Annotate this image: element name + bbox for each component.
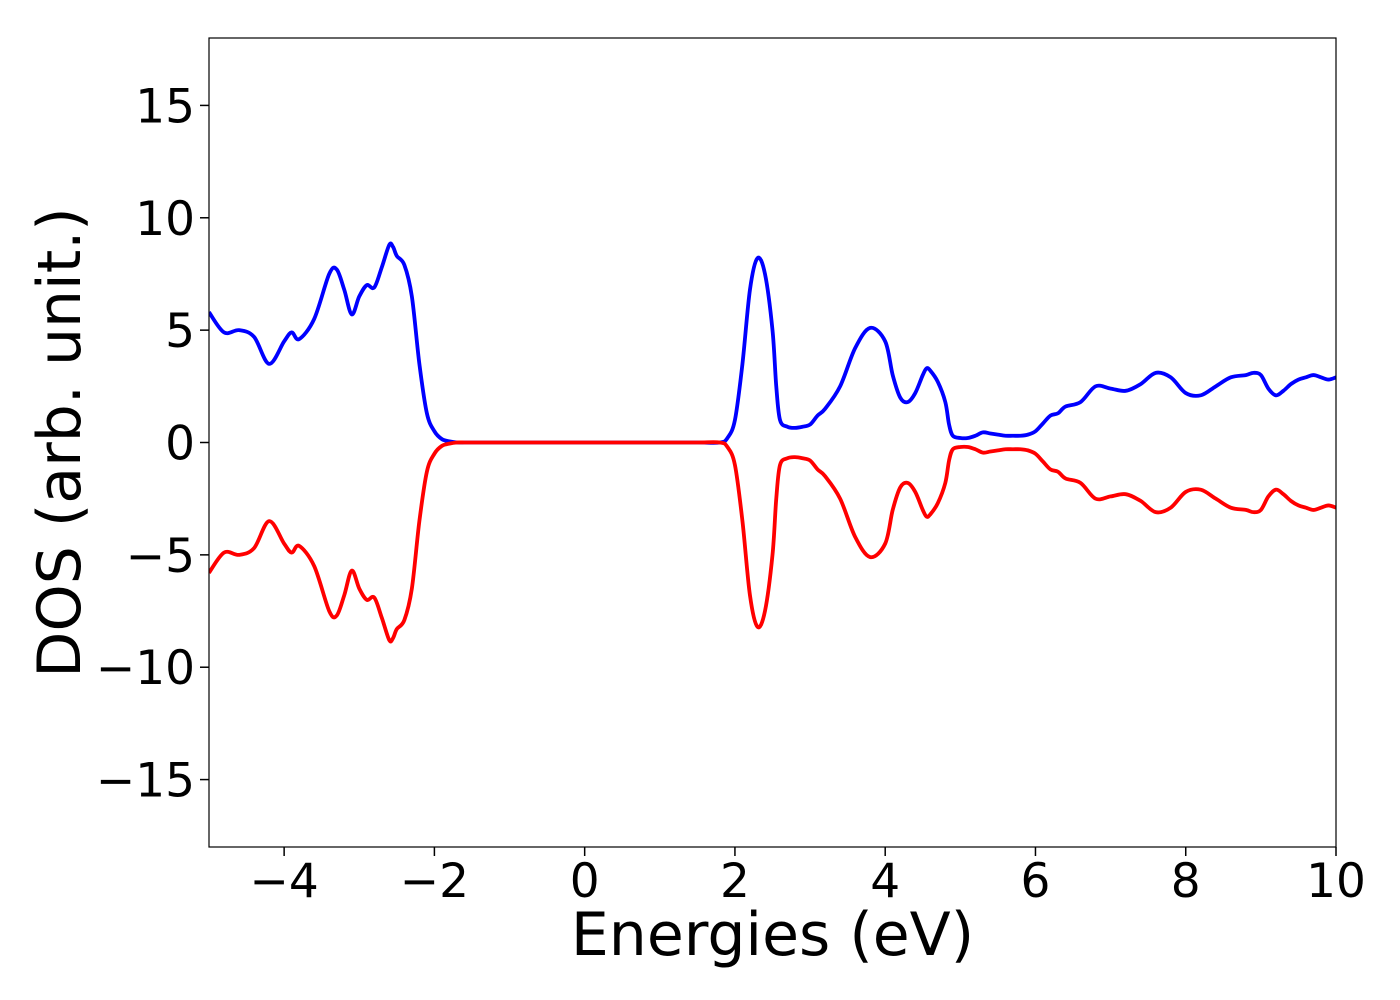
x-tick-label: 8 — [1171, 854, 1201, 909]
x-tick-label: 10 — [1306, 854, 1366, 909]
y-tick-label: −5 — [126, 529, 195, 584]
x-tick-label: 6 — [1021, 854, 1051, 909]
x-tick-label: 2 — [720, 854, 750, 909]
y-tick-label: −10 — [96, 641, 195, 696]
y-tick-label: 15 — [135, 79, 195, 134]
y-axis-ticks: −15 −10 −5 0 5 10 15 — [96, 79, 209, 809]
y-tick-label: 0 — [165, 417, 195, 472]
plot-frame — [208, 37, 1337, 848]
x-tick-label: −4 — [249, 854, 318, 909]
x-tick-label: 0 — [570, 854, 600, 909]
x-axis-title: Energies (eV) — [571, 900, 974, 970]
x-tick-label: −2 — [400, 854, 469, 909]
x-tick-label: 4 — [870, 854, 900, 909]
spin-down-dos-line — [209, 440, 1336, 644]
spin-up-dos-line — [209, 241, 1336, 445]
y-tick-label: 10 — [135, 192, 195, 247]
x-axis-ticks: −4 −2 0 2 4 6 8 10 — [249, 847, 1366, 909]
y-tick-label: −15 — [96, 754, 195, 809]
y-tick-label: 5 — [165, 304, 195, 359]
series-layer — [209, 241, 1336, 644]
y-axis-title: DOS (arb. unit.) — [25, 207, 95, 677]
